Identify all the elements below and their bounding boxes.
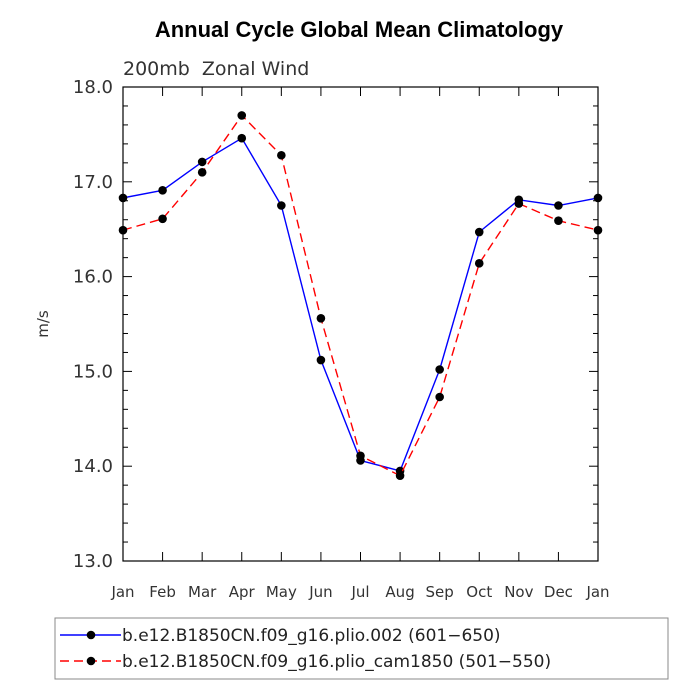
y-tick-label: 13.0 <box>73 551 113 572</box>
x-tick-label: Dec <box>544 583 573 601</box>
data-point <box>158 186 167 195</box>
data-point <box>593 193 603 203</box>
x-tick-label: Nov <box>504 583 533 601</box>
y-tick-label: 17.0 <box>73 172 113 193</box>
data-point <box>356 451 365 461</box>
data-point <box>158 214 167 224</box>
x-tick-label: Apr <box>229 583 256 601</box>
x-tick-label: Mar <box>188 583 217 601</box>
legend-marker <box>86 630 96 640</box>
x-tick-label: Sep <box>426 583 454 601</box>
series-line-1 <box>122 137 599 472</box>
y-tick-label: 14.0 <box>73 456 113 477</box>
data-point <box>593 225 603 235</box>
chart-subtitle: 200mb Zonal Wind <box>123 58 309 80</box>
data-point <box>435 392 444 402</box>
x-tick-label: Feb <box>149 583 176 601</box>
data-point <box>197 157 207 167</box>
x-tick-labels: Jan Feb Mar Apr May Jun Jul Aug Sep Oct Nov Dec Jan <box>110 583 609 601</box>
legend-label-2: b.e12.B1850CN.f09_g16.plio_cam1850 (501−… <box>122 652 551 672</box>
y-tick-labels: 13.0 14.0 15.0 16.0 17.0 18.0 <box>73 77 113 572</box>
x-tick-label: Jan <box>110 583 134 601</box>
data-point <box>395 471 405 480</box>
legend-label-1: b.e12.B1850CN.f09_g16.plio.002 (601−650) <box>122 626 501 646</box>
data-point <box>237 133 247 143</box>
legend: b.e12.B1850CN.f09_g16.plio.002 (601−650)… <box>60 626 551 672</box>
data-point <box>554 201 563 210</box>
data-point <box>237 111 247 120</box>
data-point <box>277 150 286 160</box>
chart-title: Annual Cycle Global Mean Climatology <box>155 17 564 42</box>
x-tick-label: Jun <box>308 583 332 601</box>
data-point <box>118 193 128 203</box>
legend-marker <box>86 656 96 666</box>
series-group <box>118 111 603 480</box>
x-tick-label: Jan <box>585 583 609 601</box>
data-point <box>316 314 326 323</box>
y-tick-label: 15.0 <box>73 361 113 382</box>
x-tick-label: Aug <box>385 583 414 601</box>
series-line-2 <box>122 114 599 477</box>
y-tick-label: 16.0 <box>73 267 113 288</box>
plot-frame <box>122 86 599 562</box>
x-tick-label: May <box>266 583 297 601</box>
legend-box <box>54 617 669 680</box>
data-point <box>277 201 286 210</box>
data-point <box>474 259 484 268</box>
y-tick-label: 18.0 <box>73 77 113 98</box>
x-tick-label: Jul <box>350 583 369 601</box>
data-point <box>118 225 128 235</box>
axis-ticks <box>122 86 599 562</box>
data-point <box>514 199 524 208</box>
data-point <box>197 168 207 177</box>
data-point <box>435 365 444 374</box>
data-point <box>316 355 326 365</box>
x-tick-label: Oct <box>466 583 492 601</box>
data-point <box>554 216 563 225</box>
data-point <box>474 227 484 237</box>
y-axis-label: m/s <box>34 310 52 338</box>
